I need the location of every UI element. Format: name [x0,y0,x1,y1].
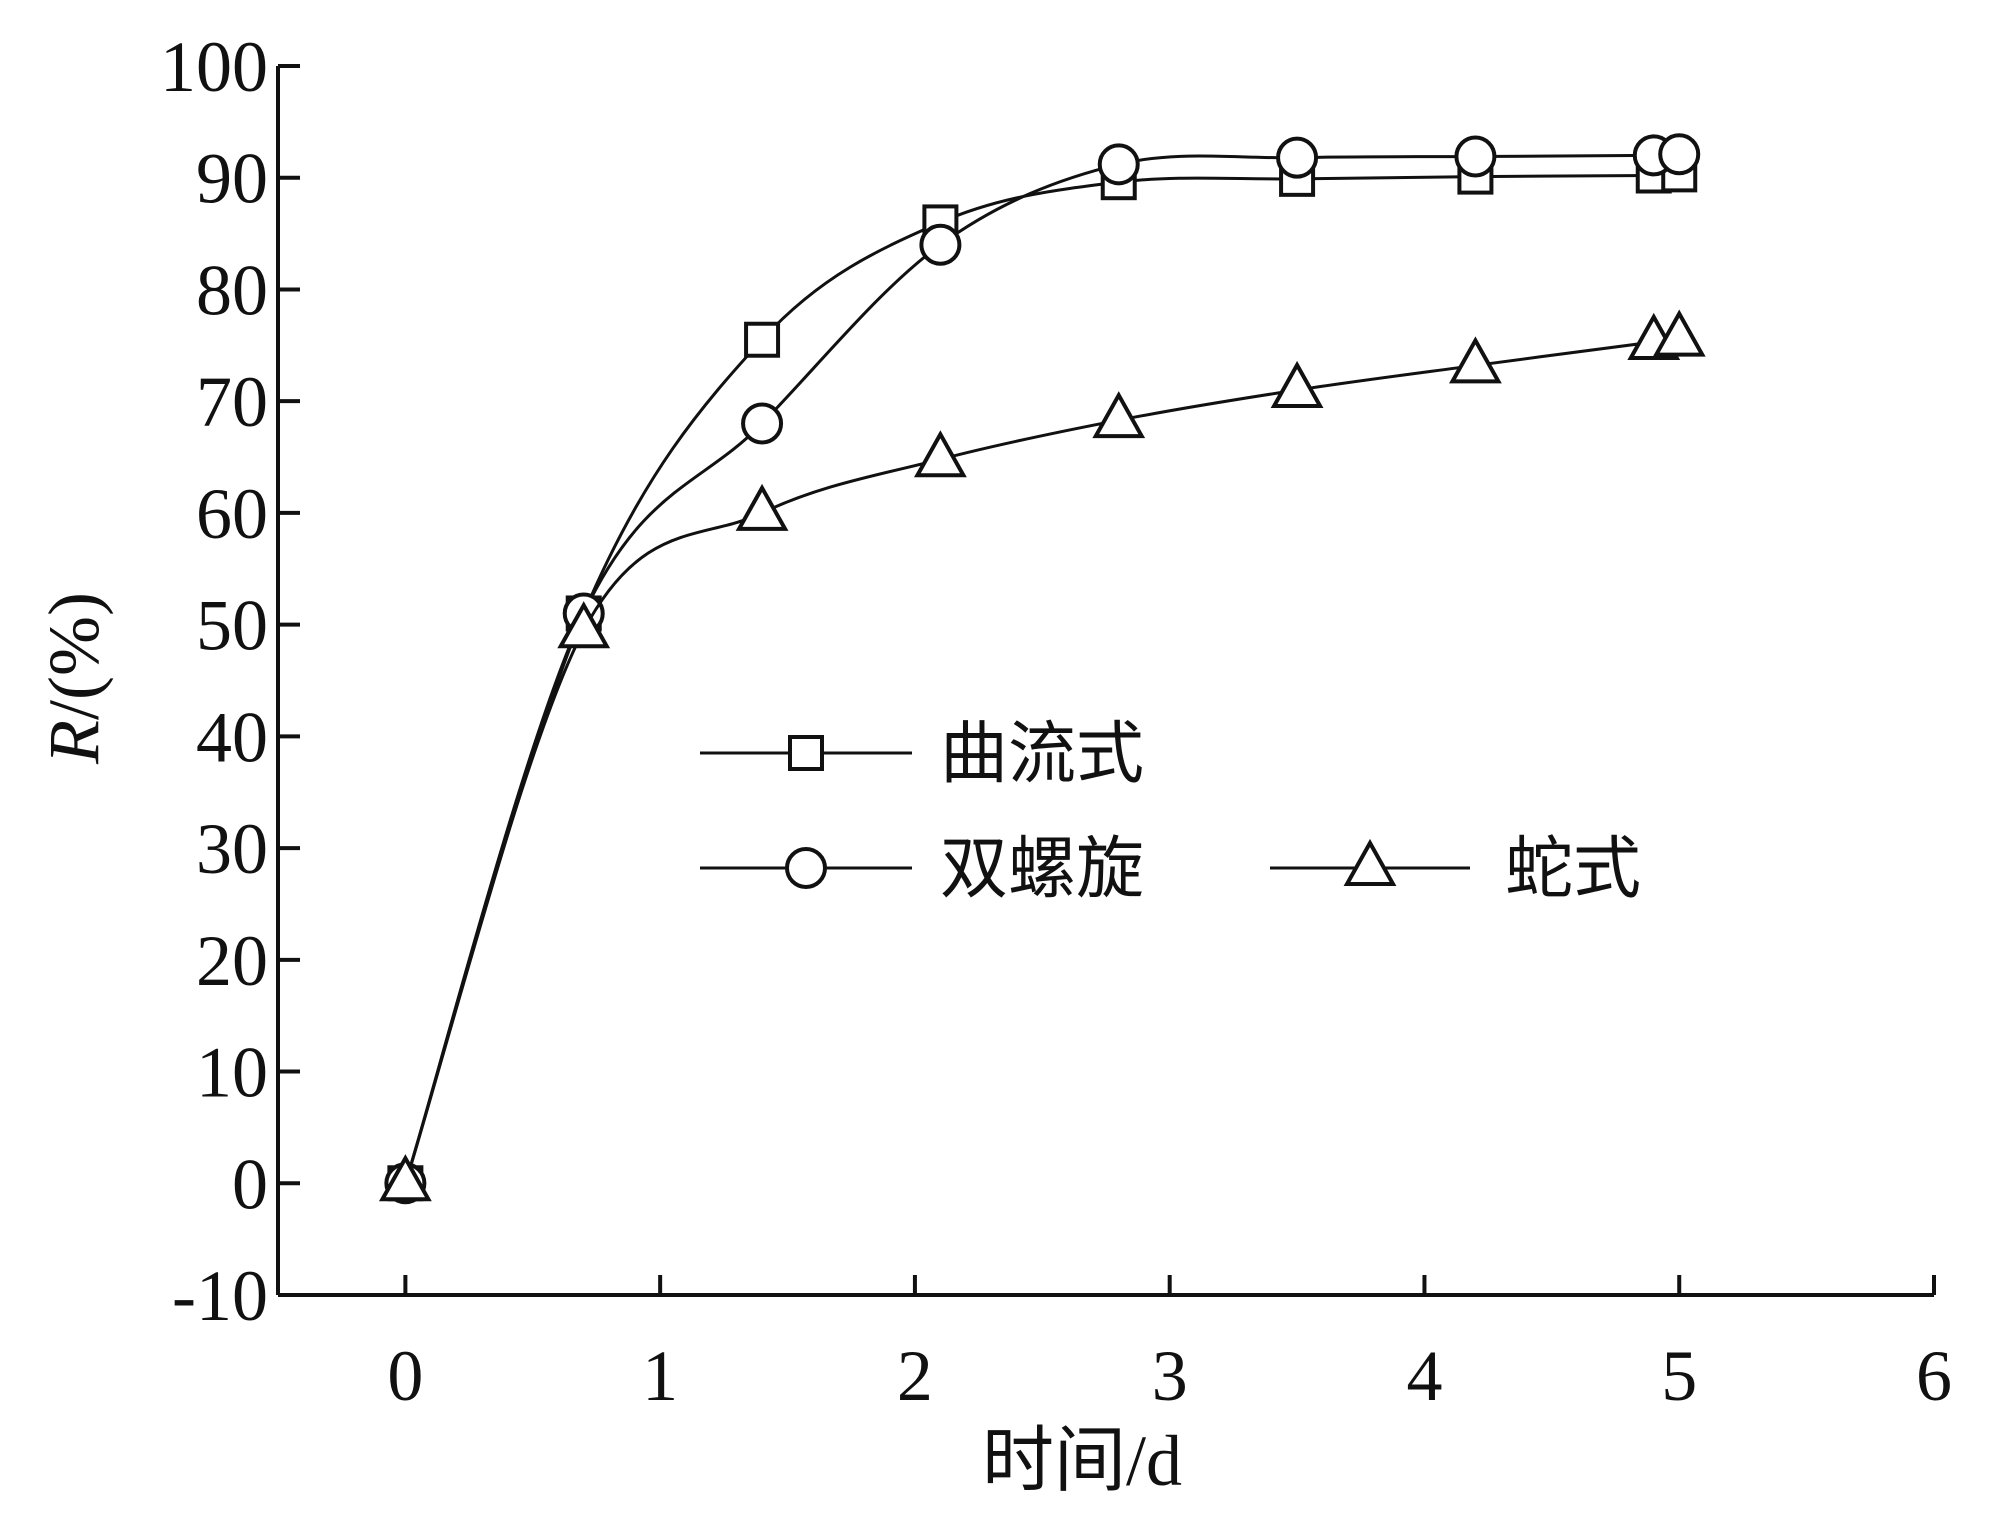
legend-item-triangle: 蛇式 [1270,830,1641,909]
data-point-circle [1276,136,1319,179]
x-tick-label: 6 [1916,1336,1952,1416]
x-axis-title: 时间/d [982,1421,1182,1501]
y-tick-label: 60 [196,474,268,554]
y-tick-label: 0 [232,1144,268,1224]
legend-label: 曲流式 [940,715,1144,794]
data-point-circle [919,223,962,266]
legend-marker-triangle [1343,838,1397,886]
data-point-square [744,321,781,358]
y-tick-label: 100 [160,27,268,107]
legend-item-circle: 双螺旋 [700,830,1144,909]
legend-label: 双螺旋 [940,830,1144,909]
series-line-triangle [403,337,1680,1184]
series-line-square [403,172,1680,1184]
y-tick-label: 50 [196,586,268,666]
x-tick-label: 4 [1406,1336,1442,1416]
data-point-triangle [557,601,611,649]
data-point-triangle [1270,360,1324,409]
data-point-circle [1454,135,1497,178]
series-line-circle [403,152,1680,1184]
series-square [387,156,1698,1202]
data-point-triangle [913,430,967,478]
series-triangle [378,309,1706,1202]
series-circle [384,133,1701,1205]
legend-item-square: 曲流式 [700,715,1144,794]
data-point-circle [1658,133,1701,176]
axes: -10 0 10 20 30 40 50 60 70 80 90 100 0 1 2 3 4 5 6 [160,27,1952,1416]
data-point-triangle [1092,391,1146,439]
x-tick-label: 5 [1661,1336,1697,1416]
data-point-triangle [1449,336,1502,384]
y-tick-label: 10 [196,1033,268,1113]
legend-marker-circle [785,847,827,889]
y-tick-label: 70 [196,362,268,442]
legend-marker-square [788,735,824,771]
data-point-triangle [378,1154,432,1202]
y-tick-label: 30 [196,809,268,889]
x-tick-label: 2 [897,1336,933,1416]
data-point-triangle [735,483,789,531]
y-tick-label: 80 [196,250,268,330]
series-layer [378,133,1706,1205]
x-tick-label: 1 [642,1336,678,1416]
data-point-circle [1097,143,1140,186]
y-tick-label: 20 [196,921,268,1001]
x-tick-label: 3 [1152,1336,1188,1416]
y-tick-label: -10 [172,1256,268,1336]
y-tick-label: 90 [196,139,268,219]
y-tick-label: 40 [196,697,268,777]
data-point-triangle [1652,309,1706,357]
x-tick-label: 0 [387,1336,423,1416]
legend-label: 蛇式 [1505,830,1641,909]
y-axis-title: R/(%) [34,592,114,765]
data-point-circle [741,402,784,445]
